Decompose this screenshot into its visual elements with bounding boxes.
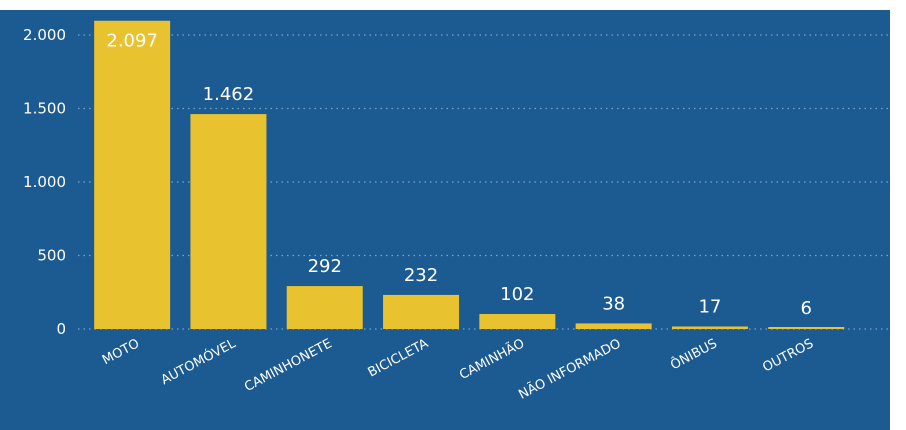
data-label: 232	[404, 265, 438, 286]
bar	[768, 327, 845, 329]
y-tick-label: 1.500	[23, 100, 66, 118]
bar	[671, 326, 748, 329]
y-tick-label: 500	[37, 247, 66, 265]
bar	[286, 286, 363, 329]
data-label: 292	[308, 256, 342, 277]
bar	[383, 294, 460, 329]
bar	[190, 114, 267, 329]
data-label: 102	[500, 284, 534, 305]
bar	[575, 323, 652, 329]
y-axis: 0 500 1.000 1.500 2.000	[23, 26, 66, 338]
data-label: 17	[698, 297, 721, 318]
bars	[94, 20, 845, 330]
bar	[479, 314, 556, 329]
data-labels: 2.097 1.462 292 232 102 38 17 6	[106, 31, 812, 319]
y-tick-label: 0	[56, 320, 66, 338]
y-tick-label: 1.000	[23, 173, 66, 191]
y-tick-label: 2.000	[23, 26, 66, 44]
data-label: 38	[602, 293, 625, 314]
data-label: 2.097	[106, 31, 158, 52]
data-label: 1.462	[203, 84, 255, 105]
data-label: 6	[801, 298, 812, 319]
bar	[94, 20, 171, 330]
